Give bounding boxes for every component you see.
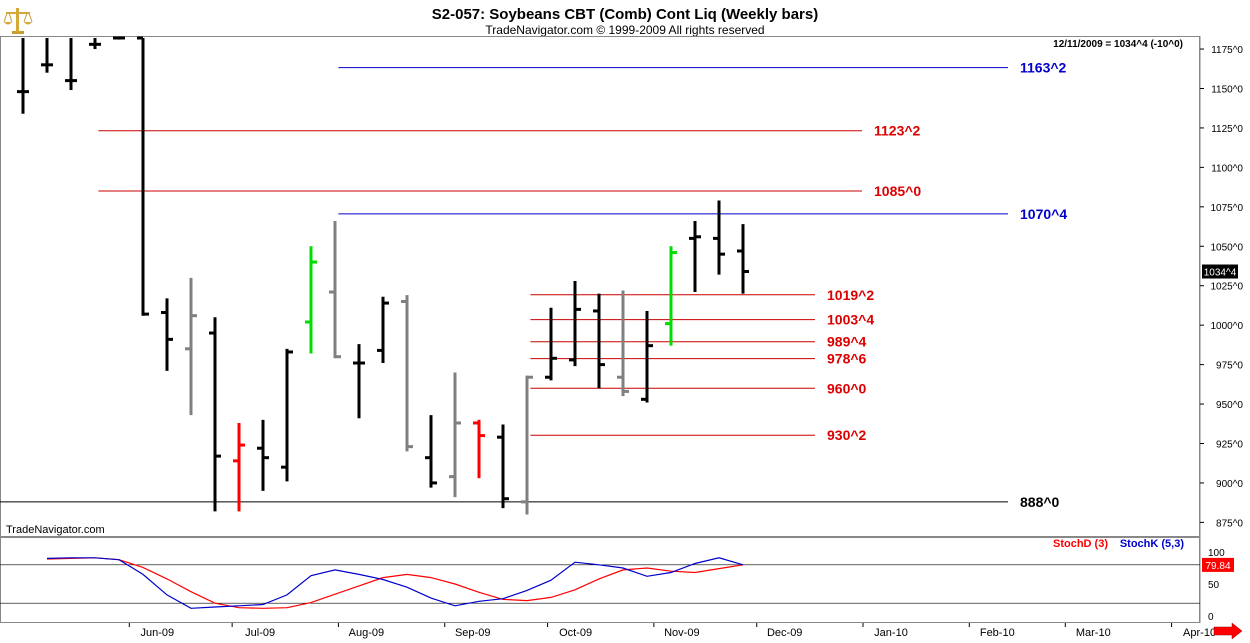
y-tick-label: 1125^0 [1211, 124, 1243, 135]
y-tick-label: 875^0 [1216, 518, 1243, 529]
stochd-legend: StochD (3) [1053, 538, 1108, 550]
level-label: 1123^2 [874, 123, 921, 139]
x-tick-label: Feb-10 [980, 627, 1015, 639]
level-label: 978^6 [827, 351, 867, 367]
y-tick-label: 1175^0 [1211, 45, 1243, 56]
x-tick-label: Jun-09 [140, 627, 174, 639]
scales-logo-icon [3, 8, 33, 34]
x-tick-label: Dec-09 [767, 627, 802, 639]
axis-layer: 1175^0 1150^0 1125^0 1100^0 1075^0 1050^0 1025… [128, 45, 1244, 639]
x-tick-label: Jan-10 [874, 627, 908, 639]
stoch-last-box [1202, 557, 1234, 572]
level-label: 1085^0 [874, 183, 921, 199]
chart-title: S2-057: Soybeans CBT (Comb) Cont Liq (We… [432, 6, 818, 23]
stoch-layer [0, 557, 1200, 609]
x-tick-label: Apr-10 [1183, 627, 1216, 639]
last-price-label: 1034^4 [1204, 268, 1237, 279]
chart-subtitle: TradeNavigator.com © 1999-2009 All right… [485, 23, 764, 37]
y-tick-label: 1050^0 [1211, 242, 1244, 253]
level-label: 888^0 [1020, 494, 1060, 510]
x-tick-label: Sep-09 [455, 627, 490, 639]
y-tick-label: 925^0 [1216, 439, 1243, 450]
y-tick-label: 1000^0 [1211, 321, 1244, 332]
stoch-y-tick-label: 50 [1208, 580, 1220, 591]
watermark: TradeNavigator.com [6, 524, 105, 536]
x-tick-label: Aug-09 [349, 627, 384, 639]
last-bar-info: 12/11/2009 = 1034^4 (-10^0) [1053, 39, 1183, 50]
y-tick-label: 1025^0 [1211, 282, 1244, 293]
stoch-last-label: 79.84 [1205, 561, 1230, 572]
y-tick-label: 950^0 [1216, 400, 1243, 411]
level-label: 1070^4 [1020, 206, 1067, 222]
level-label: 930^2 [827, 427, 867, 443]
stochk-line [46, 557, 744, 609]
stochk-legend: StochK (5,3) [1120, 538, 1185, 550]
y-tick-label: 1100^0 [1211, 163, 1243, 174]
y-tick-label: 900^0 [1216, 479, 1243, 490]
level-label: 1019^2 [827, 287, 874, 303]
x-tick-label: Nov-09 [664, 627, 699, 639]
x-tick-label: Mar-10 [1076, 627, 1111, 639]
stoch-y-tick-label: 100 [1208, 548, 1225, 559]
level-label: 989^4 [827, 334, 867, 350]
level-label: 960^0 [827, 380, 867, 396]
y-tick-label: 1075^0 [1211, 203, 1244, 214]
x-tick-label: Oct-09 [559, 627, 592, 639]
y-tick-label: 975^0 [1216, 361, 1243, 372]
price-layer: 1163^2 1123^2 1085^0 1070^4 1019^2 1003^4 989^… [0, 36, 1067, 515]
scroll-right-arrow-icon[interactable] [1213, 622, 1243, 640]
last-price-box [1202, 264, 1238, 279]
stoch-y-tick-label: 0 [1208, 612, 1214, 623]
level-label: 1003^4 [827, 312, 874, 328]
x-tick-label: Jul-09 [245, 627, 275, 639]
y-tick-label: 1150^0 [1211, 84, 1243, 95]
level-label: 1163^2 [1020, 60, 1067, 76]
